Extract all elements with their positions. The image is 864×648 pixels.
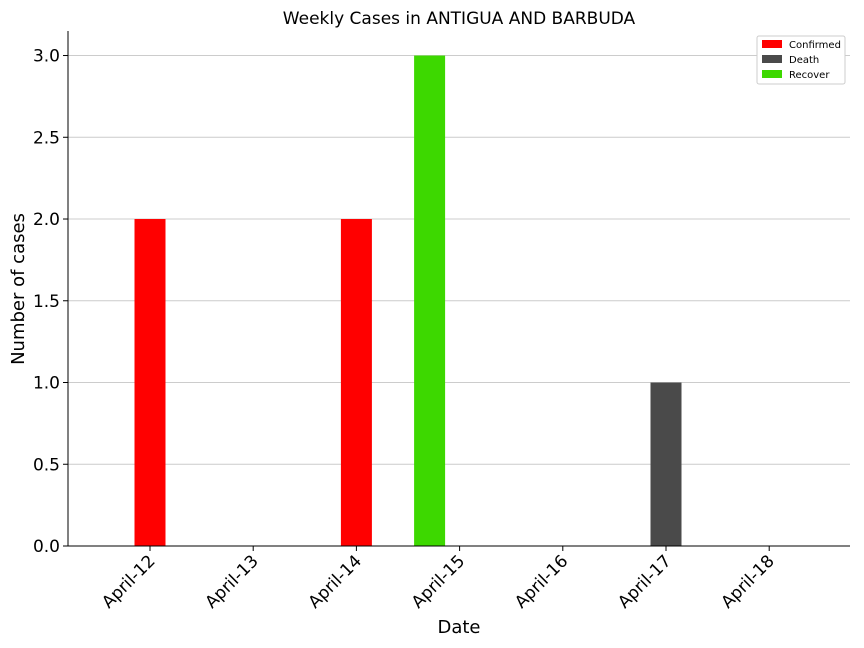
x-tick-label: April-13 — [201, 551, 262, 612]
bar-confirmed-april-14 — [340, 219, 372, 546]
x-tick-label: April-16 — [511, 551, 572, 612]
legend-label-death: Death — [789, 55, 819, 66]
legend-label-recover: Recover — [789, 70, 830, 81]
legend-swatch-death — [762, 55, 782, 63]
y-tick-label: 2.0 — [33, 210, 60, 230]
y-tick-label: 0.5 — [33, 455, 60, 475]
legend: Confirmed Death Recover — [756, 35, 846, 85]
y-tick-label: 1.5 — [33, 292, 60, 312]
chart-title: Weekly Cases in ANTIGUA AND BARBUDA — [283, 9, 636, 29]
grid-lines — [68, 55, 850, 465]
x-tick-label: April-15 — [408, 551, 469, 612]
legend-swatch-confirmed — [762, 40, 782, 48]
y-tick-label: 3.0 — [33, 47, 60, 67]
bar-confirmed-april-12 — [134, 219, 166, 546]
bar-recover-april-15 — [414, 55, 446, 547]
x-tick-label: April-12 — [98, 551, 159, 612]
y-tick-label: 2.5 — [33, 128, 60, 148]
x-tick-label: April-17 — [614, 551, 675, 612]
y-axis-ticks: 0.0 0.5 1.0 1.5 2.0 2.5 3.0 — [33, 47, 68, 557]
y-axis-title: Number of cases — [8, 213, 29, 365]
legend-label-confirmed: Confirmed — [789, 40, 841, 51]
x-axis-title: Date — [437, 617, 480, 638]
bars — [134, 55, 682, 547]
y-tick-label: 1.0 — [33, 374, 60, 394]
x-tick-label: April-18 — [717, 551, 778, 612]
axes — [67, 31, 850, 547]
y-tick-label: 0.0 — [33, 537, 60, 557]
bar-death-april-17 — [650, 382, 682, 546]
x-tick-label: April-14 — [305, 551, 366, 612]
x-axis-ticks: April-12 April-13 April-14 April-15 April-16… — [98, 546, 779, 613]
legend-swatch-recover — [762, 70, 782, 78]
